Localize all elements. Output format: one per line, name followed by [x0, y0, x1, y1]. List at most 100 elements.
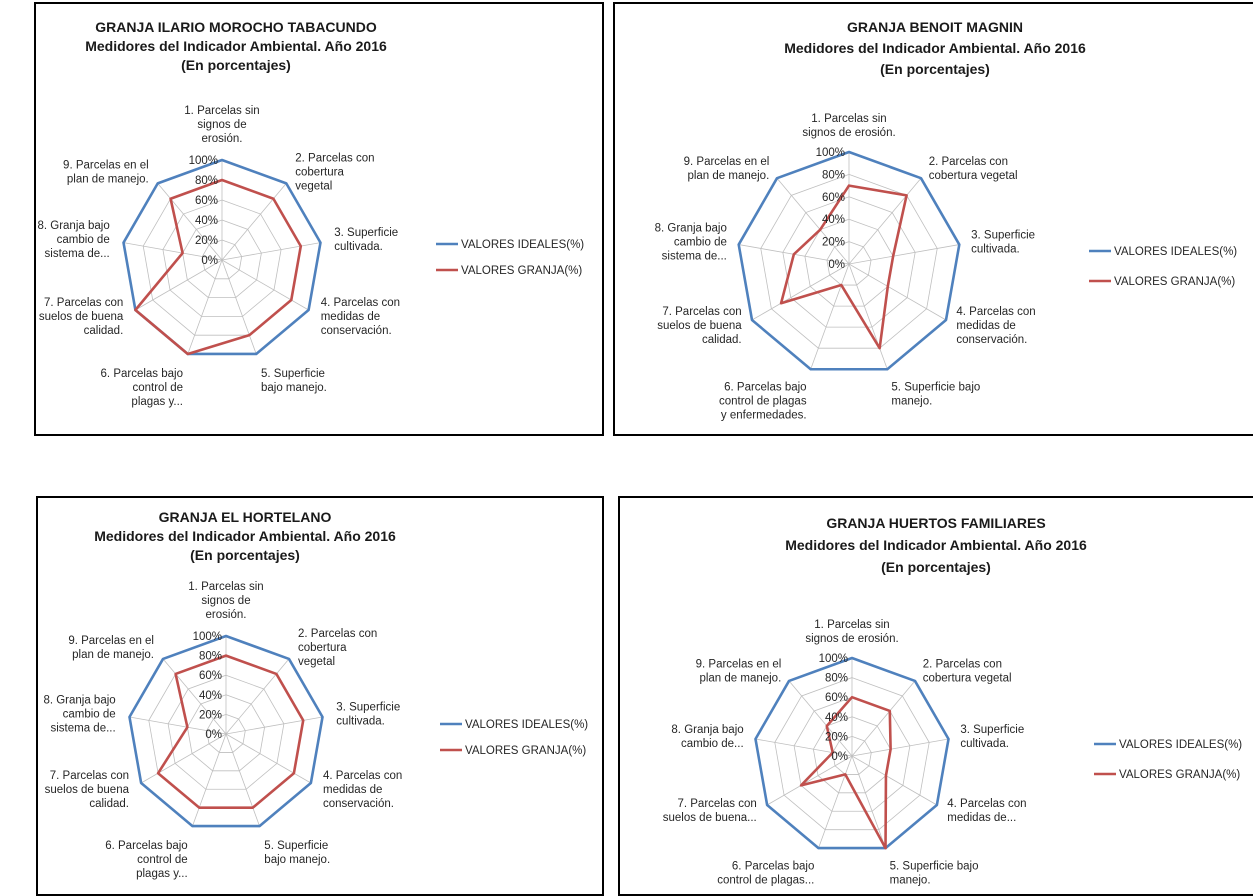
chart-panel-huertos: GRANJA HUERTOS FAMILIARES Medidores del I… — [618, 496, 1253, 896]
tick-label: 40% — [195, 215, 218, 227]
grid-ring — [162, 199, 282, 317]
legend-label: VALORES GRANJA(%) — [1114, 276, 1235, 288]
grid-spoke — [848, 244, 960, 265]
category-label-line: control de plagas... — [717, 874, 814, 886]
grid-spoke — [157, 183, 223, 261]
grid-ring — [201, 239, 243, 280]
category-label: 2. Parcelas con cobertura vegetal — [295, 153, 374, 193]
tick-label: 0% — [201, 255, 218, 267]
category-label: 5. Superficie bajo manejo. — [264, 840, 330, 866]
chart-title-line: (En porcentajes) — [190, 547, 300, 563]
chart-title-line: Medidores del Indicador Ambiental. Año 2… — [94, 528, 396, 544]
legend-label: VALORES GRANJA(%) — [461, 265, 582, 277]
category-label-line: calidad. — [702, 334, 742, 346]
category-label-line: cambio de — [63, 709, 116, 721]
category-label: 7. Parcelas con suelos de buena... — [663, 798, 757, 824]
category-label: 1. Parcelas sin signos de erosión. — [188, 581, 263, 621]
grid-spoke — [848, 263, 888, 370]
category-label: 7. Parcelas con suelos de buena calidad. — [657, 306, 742, 346]
chart-title-line: GRANJA BENOIT MAGNIN — [847, 19, 1023, 35]
chart-panel-ilario: GRANJA ILARIO MOROCHO TABACUNDO Medidores… — [34, 2, 604, 436]
legend-label: VALORES IDEALES(%) — [1114, 246, 1237, 258]
category-label-line: sistema de... — [45, 248, 110, 260]
category-label: 3. Superficie cultivada. — [336, 702, 400, 728]
category-label: 4. Parcelas con medidas de conservación. — [321, 297, 400, 337]
category-label-line: 7. Parcelas con — [662, 306, 741, 318]
category-label-line: plan de manejo. — [67, 174, 149, 186]
series-line-valores-granja — [134, 178, 303, 356]
category-label-line: cultivada. — [334, 241, 383, 253]
radar-chart-benoit: GRANJA BENOIT MAGNIN Medidores del Indica… — [655, 19, 1238, 422]
chart-title: GRANJA BENOIT MAGNIN Medidores del Indica… — [784, 19, 1086, 77]
category-label: 8. Granja bajo cambio de sistema de... — [43, 695, 115, 735]
tick-label: 0% — [828, 259, 845, 271]
grid-spoke — [810, 263, 850, 370]
chart-title-line: GRANJA ILARIO MOROCHO TABACUNDO — [95, 19, 377, 35]
grid-spoke — [755, 738, 853, 757]
category-label-line: 4. Parcelas con — [956, 306, 1035, 318]
tick-label: 0% — [205, 729, 222, 741]
grid-spoke — [225, 733, 260, 827]
category-label-line: 6. Parcelas bajo — [732, 860, 814, 872]
grid-spoke — [123, 242, 223, 261]
tick-label: 40% — [822, 214, 845, 226]
chart-panel-hortelano: GRANJA EL HORTELANO Medidores del Indicad… — [36, 496, 604, 896]
grid-spoke — [851, 738, 949, 757]
category-label-line: 9. Parcelas en el — [68, 635, 154, 647]
category-label-line: conservación. — [956, 334, 1027, 346]
tick-label: 80% — [822, 169, 845, 181]
category-label-line: plan de manejo. — [687, 170, 769, 182]
category-label-line: cobertura vegetal — [923, 673, 1012, 685]
category-label-line: plagas y... — [131, 396, 183, 408]
tick-label: 40% — [825, 712, 848, 724]
grid-ring — [760, 173, 938, 349]
grid-ring — [774, 677, 930, 831]
legend-label: VALORES IDEALES(%) — [1119, 739, 1242, 751]
grid-spoke — [192, 733, 227, 827]
chart-title-line: Medidores del Indicador Ambiental. Año 2… — [784, 40, 1086, 56]
category-label-line: cultivada. — [336, 716, 385, 728]
grid-ring — [832, 735, 872, 775]
category-label-line: 7. Parcelas con — [677, 798, 756, 810]
chart-panel-benoit: GRANJA BENOIT MAGNIN Medidores del Indica… — [613, 2, 1253, 436]
category-label: 5. Superficie bajo manejo. — [890, 860, 979, 886]
tick-label: 100% — [819, 653, 848, 665]
category-label-line: 6. Parcelas bajo — [101, 368, 183, 380]
tick-label: 80% — [825, 673, 848, 685]
legend-label: VALORES GRANJA(%) — [465, 745, 586, 757]
category-label: 4. Parcelas con medidas de conservación. — [956, 306, 1035, 346]
category-label-line: conservación. — [321, 325, 392, 337]
category-label: 2. Parcelas con cobertura vegetal — [298, 628, 377, 668]
category-label-line: medidas de... — [947, 812, 1016, 824]
category-label: 6. Parcelas bajo control de plagas y... — [105, 840, 187, 880]
chart-title: GRANJA ILARIO MOROCHO TABACUNDO Medidores… — [85, 19, 387, 73]
category-label-line: control de — [132, 382, 183, 394]
category-label: 4. Parcelas con medidas de conservación. — [323, 770, 402, 810]
category-label-line: cambio de — [57, 234, 110, 246]
category-label-line: cultivada. — [971, 243, 1020, 255]
category-label-line: signos de erosión. — [805, 633, 898, 645]
category-label-line: 8. Granja bajo — [37, 220, 109, 232]
category-label-line: 1. Parcelas sin — [811, 113, 886, 125]
category-label-line: erosión. — [206, 609, 247, 621]
chart-title-line: Medidores del Indicador Ambiental. Año 2… — [85, 38, 387, 54]
tick-label: 100% — [189, 155, 218, 167]
grid-ring — [206, 713, 246, 753]
grid-ring — [826, 241, 872, 286]
category-label-line: suelos de buena — [45, 784, 130, 796]
tick-label: 20% — [822, 237, 845, 249]
grid-spoke — [851, 755, 938, 806]
chart-title-line: Medidores del Indicador Ambiental. Año 2… — [785, 537, 1087, 553]
category-label-line: signos de — [201, 595, 250, 607]
category-label-line: signos de — [197, 119, 246, 131]
chart-title-line: (En porcentajes) — [881, 559, 991, 575]
grid-ring — [186, 694, 266, 772]
grid-ring — [804, 218, 894, 307]
category-label-line: 9. Parcelas en el — [63, 160, 149, 172]
category-label-line: 9. Parcelas en el — [696, 659, 782, 671]
category-label-line: 4. Parcelas con — [321, 297, 400, 309]
tick-label: 60% — [825, 692, 848, 704]
category-label-line: 3. Superficie — [960, 724, 1024, 736]
category-label-line: medidas de — [321, 311, 380, 323]
category-label-line: 6. Parcelas bajo — [105, 840, 187, 852]
